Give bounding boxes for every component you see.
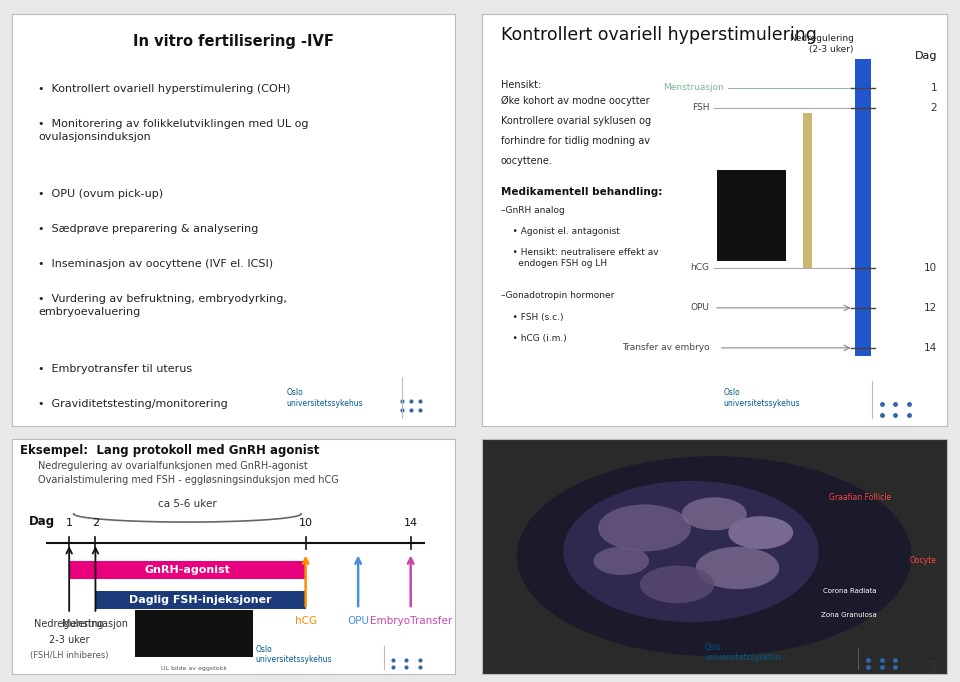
- Text: •  Monitorering av folikkelutviklingen med UL og
ovulasjonsinduksjon: • Monitorering av folikkelutviklingen me…: [38, 119, 308, 142]
- Text: Nedregulering
(2-3 uker): Nedregulering (2-3 uker): [789, 34, 853, 54]
- Text: Oslo
universitetssykehus: Oslo universitetssykehus: [705, 642, 781, 662]
- Text: • hCG (i.m.): • hCG (i.m.): [500, 334, 566, 343]
- Text: •  Kontrollert ovariell hyperstimulering (COH): • Kontrollert ovariell hyperstimulering …: [38, 84, 291, 94]
- Text: (FSH/LH inhiberes): (FSH/LH inhiberes): [30, 651, 108, 660]
- Text: UL bilde av eggstokk: UL bilde av eggstokk: [161, 666, 227, 671]
- Text: 1: 1: [65, 518, 73, 528]
- Text: 2-3 uker: 2-3 uker: [49, 635, 89, 645]
- Text: Kontrollere ovarial syklusen og: Kontrollere ovarial syklusen og: [500, 116, 651, 126]
- Text: –Gonadotropin hormoner: –Gonadotropin hormoner: [500, 291, 613, 300]
- Ellipse shape: [564, 481, 819, 622]
- Text: • FSH (s.c.): • FSH (s.c.): [500, 313, 563, 322]
- Text: •  Sædprøve preparering & analysering: • Sædprøve preparering & analysering: [38, 224, 258, 234]
- Text: 10: 10: [924, 263, 937, 273]
- Text: Medikamentell behandling:: Medikamentell behandling:: [500, 187, 661, 197]
- Bar: [69, 561, 305, 579]
- Text: 10: 10: [299, 518, 313, 528]
- Text: –GnRH analog: –GnRH analog: [500, 205, 564, 215]
- Text: Zona Granulosa: Zona Granulosa: [821, 612, 876, 618]
- Text: Dag: Dag: [29, 515, 56, 528]
- Text: Eksempel:  Lang protokoll med GnRH agonist: Eksempel: Lang protokoll med GnRH agonis…: [20, 445, 320, 458]
- Text: 14: 14: [924, 343, 937, 353]
- Text: Ovarialstimulering med FSH - eggløsningsinduksjon med hCG: Ovarialstimulering med FSH - eggløsnings…: [38, 475, 339, 485]
- Text: Graafian Follicle: Graafian Follicle: [828, 493, 891, 502]
- Text: EmbryoTransfer: EmbryoTransfer: [370, 616, 452, 626]
- Text: •  Vurdering av befruktning, embryodyrking,
embryoevaluering: • Vurdering av befruktning, embryodyrkin…: [38, 294, 287, 317]
- Text: OPU: OPU: [348, 616, 370, 626]
- Text: •  Graviditetstesting/monitorering: • Graviditetstesting/monitorering: [38, 400, 228, 409]
- Text: Dag: Dag: [915, 50, 937, 61]
- Ellipse shape: [516, 456, 912, 656]
- Text: Oslo
universitetssykehus: Oslo universitetssykehus: [286, 388, 363, 408]
- Text: Oslo
universitetssykehus: Oslo universitetssykehus: [255, 645, 332, 664]
- Bar: [95, 591, 305, 608]
- Text: Øke kohort av modne oocytter: Øke kohort av modne oocytter: [500, 96, 649, 106]
- Circle shape: [682, 497, 747, 531]
- Text: In vitro fertilisering -IVF: In vitro fertilisering -IVF: [132, 34, 334, 49]
- Bar: [854, 59, 872, 356]
- Text: Corona Radiata: Corona Radiata: [824, 589, 876, 595]
- Text: Transfer av embryo: Transfer av embryo: [622, 343, 709, 353]
- Circle shape: [696, 547, 780, 589]
- Text: Menstruasjon: Menstruasjon: [662, 83, 724, 92]
- Text: Oocyte: Oocyte: [909, 557, 936, 565]
- Circle shape: [593, 547, 649, 575]
- Bar: [803, 113, 812, 269]
- Circle shape: [640, 565, 714, 603]
- Text: hCG: hCG: [295, 616, 317, 626]
- Circle shape: [729, 516, 793, 549]
- Text: •  OPU (ovum pick-up): • OPU (ovum pick-up): [38, 189, 163, 199]
- Text: forhindre for tidlig modning av: forhindre for tidlig modning av: [500, 136, 650, 146]
- Text: 3: 3: [925, 659, 936, 677]
- Text: 2: 2: [92, 518, 99, 528]
- Text: OPU: OPU: [690, 303, 709, 312]
- Text: •  Inseminasjon av oocyttene (IVF el. ICSI): • Inseminasjon av oocyttene (IVF el. ICS…: [38, 259, 274, 269]
- Text: Nedregulering: Nedregulering: [35, 619, 104, 629]
- Text: hCG: hCG: [690, 263, 709, 272]
- Text: • Hensikt: neutralisere effekt av
      endogen FSH og LH: • Hensikt: neutralisere effekt av endoge…: [500, 248, 659, 268]
- Text: Daglig FSH-injeksjoner: Daglig FSH-injeksjoner: [130, 595, 272, 605]
- Text: 14: 14: [403, 518, 418, 528]
- Text: Menstruasjon: Menstruasjon: [62, 619, 129, 629]
- Text: FSH: FSH: [692, 104, 709, 113]
- Text: Oslo
universitetssykehus: Oslo universitetssykehus: [724, 388, 800, 408]
- Text: •  Embryotransfer til uterus: • Embryotransfer til uterus: [38, 364, 192, 374]
- Text: Nedregulering av ovarialfunksjonen med GnRH-agonist: Nedregulering av ovarialfunksjonen med G…: [38, 461, 308, 471]
- Text: oocyttene.: oocyttene.: [500, 155, 552, 166]
- Text: Kontrollert ovariell hyperstimulering: Kontrollert ovariell hyperstimulering: [500, 26, 816, 44]
- Text: GnRH-agonist: GnRH-agonist: [144, 565, 230, 576]
- Text: Hensikt:: Hensikt:: [500, 80, 540, 89]
- Text: • Agonist el. antagonist: • Agonist el. antagonist: [500, 227, 619, 236]
- Text: 1: 1: [930, 83, 937, 93]
- Text: 12: 12: [924, 303, 937, 313]
- Text: 2: 2: [930, 103, 937, 113]
- Circle shape: [598, 505, 691, 552]
- Text: ca 5-6 uker: ca 5-6 uker: [158, 499, 217, 509]
